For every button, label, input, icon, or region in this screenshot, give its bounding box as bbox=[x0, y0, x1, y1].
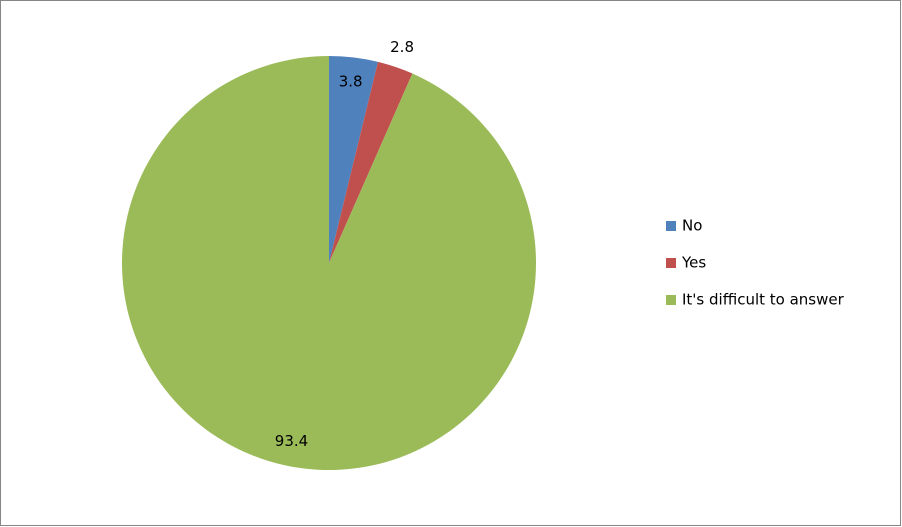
data-label: 2.8 bbox=[390, 38, 414, 56]
pie-slice bbox=[329, 61, 413, 264]
data-label: 93.4 bbox=[275, 432, 308, 450]
pie-slice bbox=[122, 56, 536, 471]
legend-swatch bbox=[666, 295, 676, 305]
legend-label: No bbox=[682, 217, 702, 235]
legend-label: It's difficult to answer bbox=[682, 291, 845, 309]
pie-slice bbox=[329, 56, 378, 263]
legend-label: Yes bbox=[681, 254, 706, 272]
data-label: 3.8 bbox=[339, 73, 363, 91]
legend-swatch bbox=[666, 221, 676, 231]
legend-swatch bbox=[666, 258, 676, 268]
